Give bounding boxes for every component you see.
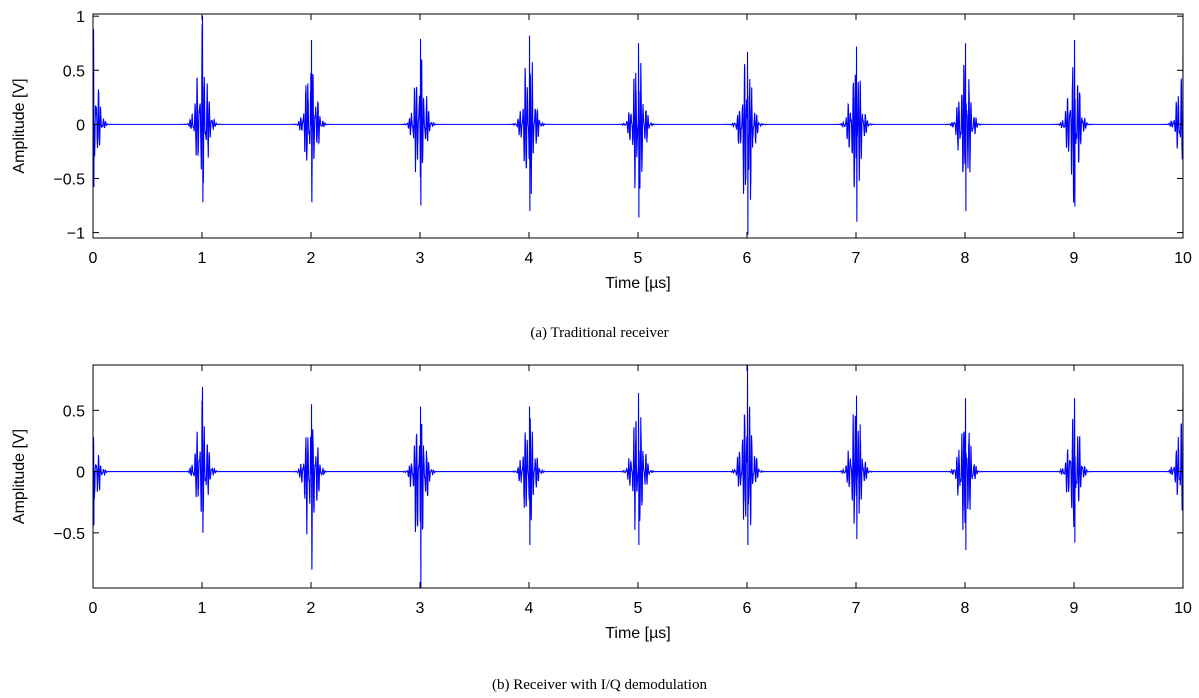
signal-line-a — [93, 16, 1183, 235]
y-tick-label-a: 0.5 — [63, 63, 85, 80]
x-axis-label-a: Time [µs] — [605, 275, 671, 292]
x-tick-label-b: 5 — [634, 600, 643, 617]
chart-a: 0 1 2 3 4 5 6 7 8 9 10 1 0.5 0 −0.5 −1 Time [µs] Amplitud… — [11, 9, 1192, 292]
y-tick-label-b: −0.5 — [53, 526, 85, 543]
chart-b: 0 1 2 3 4 5 6 7 8 9 10 0.5 0 −0.5 Time [µs] Amplitude [… — [11, 364, 1192, 642]
x-tick-label-b: 9 — [1070, 600, 1079, 617]
x-tick-label-b: 8 — [961, 600, 970, 617]
x-tick-label-a: 10 — [1174, 250, 1192, 267]
y-tick-label-a: −1 — [67, 226, 85, 243]
x-tick-label-a: 2 — [307, 250, 316, 267]
y-tick-label-a: −0.5 — [53, 171, 85, 188]
caption-a: (a) Traditional receiver — [530, 325, 669, 341]
x-tick-label-a: 9 — [1070, 250, 1079, 267]
y-tick-label-b: 0.5 — [63, 403, 85, 420]
x-tick-label-a: 3 — [416, 250, 425, 267]
x-tick-label-b: 1 — [198, 600, 207, 617]
x-tick-label-b: 10 — [1174, 600, 1192, 617]
caption-b: (b) Receiver with I/Q demodulation — [492, 677, 707, 693]
x-tick-label-b: 6 — [743, 600, 752, 617]
x-tick-label-a: 6 — [743, 250, 752, 267]
y-tick-label-a: 1 — [76, 9, 85, 26]
x-tick-label-a: 4 — [525, 250, 534, 267]
signal-line-b — [93, 365, 1183, 588]
y-axis-label-a: Amplitude [V] — [11, 78, 28, 173]
x-tick-label-a: 8 — [961, 250, 970, 267]
x-tick-label-b: 4 — [525, 600, 534, 617]
figure-panel-a: 0 1 2 3 4 5 6 7 8 9 10 1 0.5 0 −0.5 −1 Time [µs] Amplitud… — [11, 9, 1192, 341]
x-axis-label-b: Time [µs] — [605, 625, 671, 642]
plot-area-a — [93, 16, 1183, 235]
x-tick-label-b: 3 — [416, 600, 425, 617]
figure-panel-b: 0 1 2 3 4 5 6 7 8 9 10 0.5 0 −0.5 Time [µs] Amplitude [… — [0, 349, 1199, 698]
x-tick-label-a: 1 — [198, 250, 207, 267]
x-tick-label-b: 2 — [307, 600, 316, 617]
x-tick-label-a: 7 — [852, 250, 861, 267]
x-tick-label-a: 5 — [634, 250, 643, 267]
plot-area-b — [93, 365, 1183, 588]
y-tick-label-b: 0 — [76, 465, 85, 482]
y-axis-label-b: Amplitude [V] — [11, 429, 28, 524]
x-tick-label-b: 7 — [852, 600, 861, 617]
x-tick-label-b: 0 — [89, 600, 98, 617]
y-tick-label-a: 0 — [76, 117, 85, 134]
x-tick-label-a: 0 — [89, 250, 98, 267]
